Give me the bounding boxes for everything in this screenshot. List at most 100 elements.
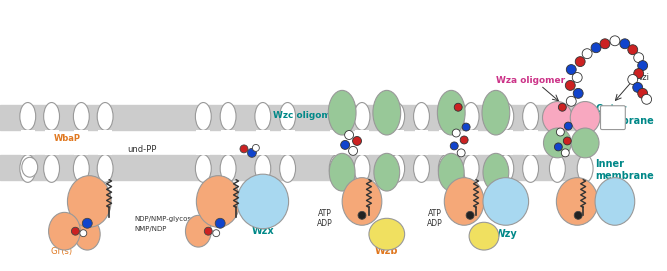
Circle shape [454, 103, 462, 111]
Ellipse shape [523, 154, 538, 182]
Circle shape [457, 149, 465, 157]
Text: Wzb: Wzb [375, 246, 399, 256]
Circle shape [591, 43, 601, 53]
Circle shape [345, 131, 354, 140]
Ellipse shape [237, 174, 289, 229]
Circle shape [628, 45, 638, 55]
Circle shape [633, 82, 643, 92]
Ellipse shape [550, 154, 566, 182]
Ellipse shape [49, 212, 80, 250]
Bar [550, 130, 564, 155]
Ellipse shape [577, 154, 593, 182]
Ellipse shape [43, 154, 59, 182]
Ellipse shape [444, 178, 484, 225]
Ellipse shape [438, 153, 464, 191]
Ellipse shape [279, 154, 295, 182]
Text: Wza oligomer: Wza oligomer [496, 76, 565, 85]
Ellipse shape [20, 102, 36, 130]
Ellipse shape [570, 102, 600, 134]
Text: Wzc oligomer: Wzc oligomer [273, 111, 341, 120]
Circle shape [566, 96, 576, 106]
Ellipse shape [73, 102, 89, 130]
Ellipse shape [544, 128, 571, 158]
Bar [390, 130, 404, 155]
Ellipse shape [482, 90, 510, 135]
Ellipse shape [414, 102, 430, 130]
Ellipse shape [498, 154, 514, 182]
Circle shape [80, 230, 87, 237]
Circle shape [556, 128, 564, 136]
Circle shape [462, 123, 470, 131]
Text: GT(s): GT(s) [51, 247, 73, 256]
Ellipse shape [438, 154, 454, 182]
Ellipse shape [328, 90, 356, 135]
Circle shape [252, 144, 259, 151]
Circle shape [204, 227, 212, 235]
Text: ADP: ADP [426, 219, 442, 228]
Bar [524, 130, 538, 155]
Circle shape [562, 149, 569, 157]
Text: Wzy: Wzy [494, 229, 517, 239]
Ellipse shape [43, 102, 59, 130]
Ellipse shape [255, 102, 271, 130]
Circle shape [554, 143, 562, 151]
Ellipse shape [185, 215, 211, 247]
Circle shape [566, 80, 575, 90]
Ellipse shape [329, 153, 355, 191]
Ellipse shape [463, 154, 479, 182]
Bar [578, 130, 592, 155]
Ellipse shape [255, 154, 271, 182]
Circle shape [82, 218, 92, 228]
Ellipse shape [22, 157, 38, 177]
Circle shape [558, 103, 566, 111]
Ellipse shape [195, 154, 211, 182]
Ellipse shape [196, 176, 240, 227]
Ellipse shape [195, 102, 211, 130]
Circle shape [574, 211, 582, 219]
Circle shape [564, 137, 571, 145]
Text: ATP: ATP [428, 209, 442, 218]
Circle shape [582, 49, 592, 59]
Bar [499, 130, 513, 155]
FancyBboxPatch shape [600, 106, 625, 130]
Ellipse shape [279, 102, 295, 130]
Bar [355, 130, 369, 155]
Ellipse shape [542, 102, 572, 134]
Ellipse shape [463, 102, 479, 130]
Ellipse shape [438, 90, 465, 135]
Ellipse shape [523, 102, 538, 130]
Bar [440, 130, 454, 155]
Ellipse shape [73, 154, 89, 182]
Circle shape [638, 88, 648, 98]
Ellipse shape [342, 178, 382, 225]
Circle shape [642, 94, 652, 104]
Ellipse shape [571, 128, 599, 158]
Bar [75, 130, 88, 155]
Circle shape [573, 88, 583, 98]
Ellipse shape [97, 102, 113, 130]
Ellipse shape [438, 102, 454, 130]
Ellipse shape [374, 153, 400, 191]
Ellipse shape [389, 154, 405, 182]
Ellipse shape [329, 154, 345, 182]
Ellipse shape [369, 218, 405, 250]
Ellipse shape [220, 154, 236, 182]
Bar [330, 130, 344, 155]
Text: und-PP: und-PP [127, 145, 156, 154]
Ellipse shape [354, 102, 370, 130]
Circle shape [215, 218, 225, 228]
Text: Inner
membrane: Inner membrane [595, 159, 654, 180]
Circle shape [71, 227, 79, 235]
Text: ATP: ATP [318, 209, 332, 218]
Circle shape [572, 73, 582, 82]
Circle shape [628, 75, 638, 85]
Ellipse shape [97, 154, 113, 182]
Circle shape [358, 211, 366, 219]
Circle shape [610, 36, 620, 46]
Bar [0, 155, 585, 180]
Circle shape [466, 211, 474, 219]
Circle shape [566, 64, 576, 75]
Circle shape [600, 39, 610, 49]
Ellipse shape [373, 90, 401, 135]
Bar [196, 130, 210, 155]
